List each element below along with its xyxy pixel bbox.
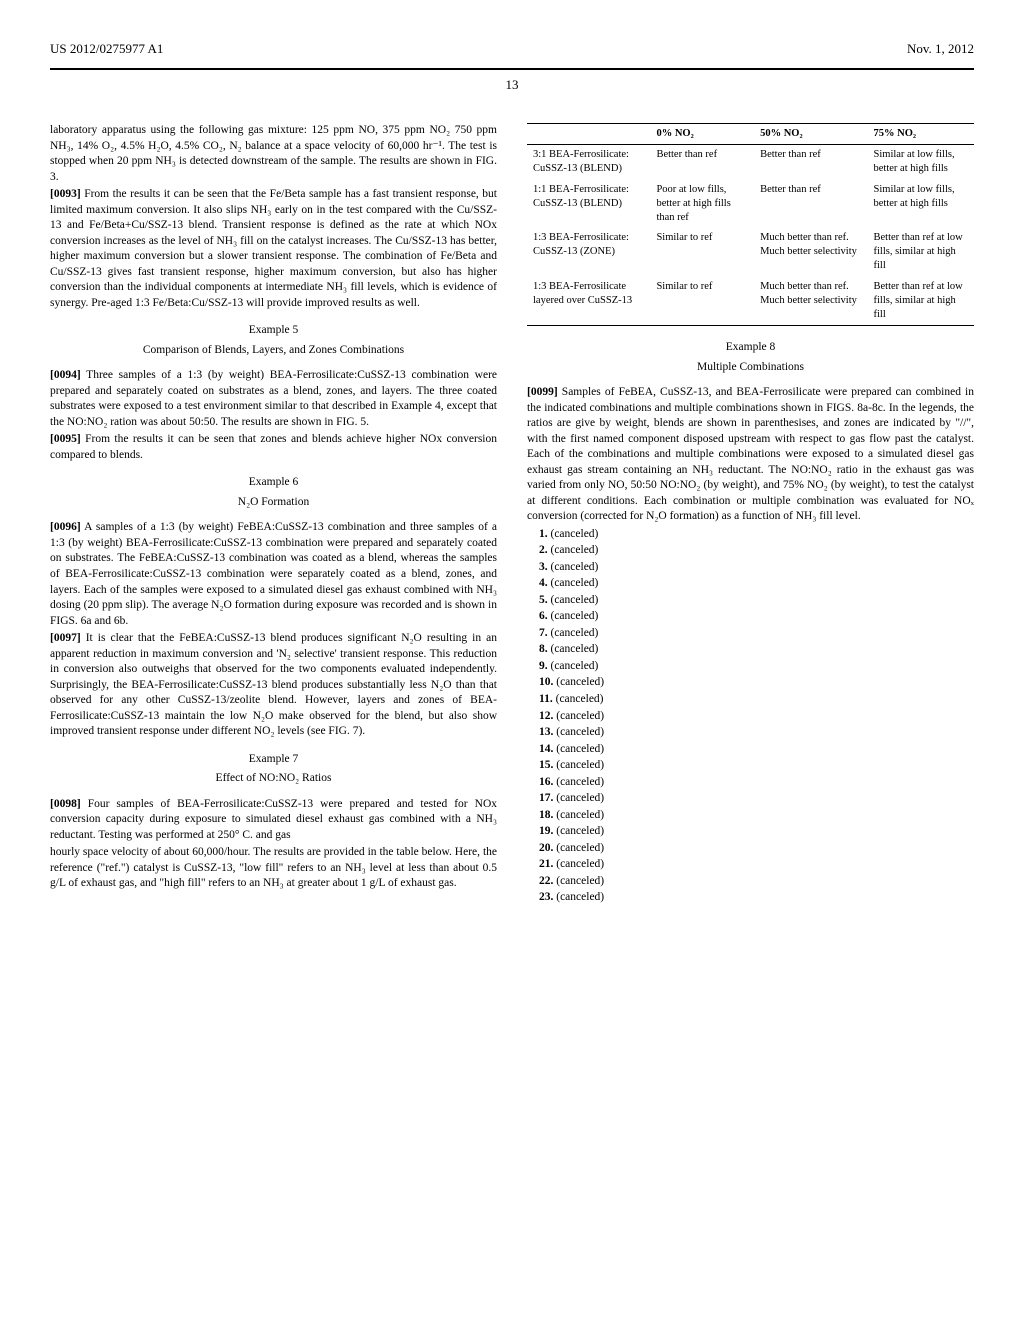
table-cell: Much better than ref. Much better select…: [754, 277, 867, 326]
para-0093: [0093] From the results it can be seen t…: [50, 187, 497, 311]
para-col2-top: hourly space velocity of about 60,000/ho…: [50, 845, 497, 892]
table-cell: Similar to ref: [650, 228, 754, 277]
claim-item: 3. (canceled): [527, 560, 974, 576]
claim-item: 19. (canceled): [527, 824, 974, 840]
header-left: US 2012/0275977 A1: [50, 40, 163, 58]
claim-item: 20. (canceled): [527, 841, 974, 857]
para-0099: [0099] Samples of FeBEA, CuSSZ-13, and B…: [527, 385, 974, 525]
para-num: [0099]: [527, 386, 558, 398]
para-text: From the results it can be seen that the…: [50, 188, 497, 309]
para-num: [0096]: [50, 521, 81, 533]
para-0095: [0095] From the results it can be seen t…: [50, 432, 497, 463]
claim-item: 9. (canceled): [527, 659, 974, 675]
claim-item: 22. (canceled): [527, 874, 974, 890]
page-number: 13: [50, 76, 974, 94]
para-num: [0098]: [50, 798, 81, 810]
claim-item: 2. (canceled): [527, 543, 974, 559]
claim-item: 10. (canceled): [527, 675, 974, 691]
table-header: 0% NO₂: [650, 124, 754, 145]
table-cell: Better than ref at low fills, similar at…: [868, 277, 974, 326]
claim-item: 15. (canceled): [527, 758, 974, 774]
header-rule: [50, 68, 974, 70]
table-row: 1:1 BEA-Ferrosilicate: CuSSZ-13 (BLEND)P…: [527, 180, 974, 229]
claim-item: 6. (canceled): [527, 609, 974, 625]
example-7-sub: Effect of NO:NO₂ Ratios: [50, 771, 497, 787]
claim-item: 7. (canceled): [527, 626, 974, 642]
example-8-head: Example 8: [527, 340, 974, 356]
claim-item: 23. (canceled): [527, 890, 974, 906]
table-cell: Similar at low fills, better at high fil…: [868, 180, 974, 229]
para-num: [0097]: [50, 632, 81, 644]
table-cell: Similar at low fills, better at high fil…: [868, 145, 974, 180]
para-text: Three samples of a 1:3 (by weight) BEA-F…: [50, 369, 497, 428]
table-cell: 1:1 BEA-Ferrosilicate: CuSSZ-13 (BLEND): [527, 180, 650, 229]
example-7-head: Example 7: [50, 752, 497, 768]
para-text: A samples of a 1:3 (by weight) FeBEA:CuS…: [50, 521, 497, 626]
claim-item: 8. (canceled): [527, 642, 974, 658]
table-cell: 1:3 BEA-Ferrosilicate layered over CuSSZ…: [527, 277, 650, 326]
table-cell: 3:1 BEA-Ferrosilicate: CuSSZ-13 (BLEND): [527, 145, 650, 180]
claim-item: 12. (canceled): [527, 709, 974, 725]
claim-item: 1. (canceled): [527, 527, 974, 543]
table-header: [527, 124, 650, 145]
table-cell: Better than ref: [650, 145, 754, 180]
claim-item: 13. (canceled): [527, 725, 974, 741]
example-6-sub: N₂O Formation: [50, 495, 497, 511]
results-table: 0% NO₂ 50% NO₂ 75% NO₂ 3:1 BEA-Ferrosili…: [527, 123, 974, 326]
claims-list: 1. (canceled)2. (canceled)3. (canceled)4…: [527, 527, 974, 906]
claim-item: 21. (canceled): [527, 857, 974, 873]
para-0096: [0096] A samples of a 1:3 (by weight) Fe…: [50, 520, 497, 629]
header-right: Nov. 1, 2012: [907, 40, 974, 58]
para-text: It is clear that the FeBEA:CuSSZ-13 blen…: [50, 632, 497, 737]
table-cell: Better than ref: [754, 180, 867, 229]
claim-item: 5. (canceled): [527, 593, 974, 609]
table-row: 3:1 BEA-Ferrosilicate: CuSSZ-13 (BLEND)B…: [527, 145, 974, 180]
table-row: 1:3 BEA-Ferrosilicate layered over CuSSZ…: [527, 277, 974, 326]
example-5-head: Example 5: [50, 323, 497, 339]
table-cell: Better than ref at low fills, similar at…: [868, 228, 974, 277]
para-0097: [0097] It is clear that the FeBEA:CuSSZ-…: [50, 631, 497, 740]
table-cell: 1:3 BEA-Ferrosilicate: CuSSZ-13 (ZONE): [527, 228, 650, 277]
para-num: [0094]: [50, 369, 81, 381]
para-text: Samples of FeBEA, CuSSZ-13, and BEA-Ferr…: [527, 386, 974, 522]
claim-item: 16. (canceled): [527, 775, 974, 791]
page-header: US 2012/0275977 A1 Nov. 1, 2012: [50, 40, 974, 58]
table-cell: Better than ref: [754, 145, 867, 180]
table-header-row: 0% NO₂ 50% NO₂ 75% NO₂: [527, 124, 974, 145]
claim-item: 17. (canceled): [527, 791, 974, 807]
para-intro: laboratory apparatus using the following…: [50, 123, 497, 185]
para-text: From the results it can be seen that zon…: [50, 433, 497, 461]
claim-item: 11. (canceled): [527, 692, 974, 708]
table-header: 75% NO₂: [868, 124, 974, 145]
table-row: 1:3 BEA-Ferrosilicate: CuSSZ-13 (ZONE)Si…: [527, 228, 974, 277]
para-0098: [0098] Four samples of BEA-Ferrosilicate…: [50, 797, 497, 844]
example-8-sub: Multiple Combinations: [527, 360, 974, 376]
table-cell: Poor at low fills, better at high fills …: [650, 180, 754, 229]
para-text: Four samples of BEA-Ferrosilicate:CuSSZ-…: [50, 798, 497, 841]
para-num: [0093]: [50, 188, 81, 200]
body-columns: laboratory apparatus using the following…: [50, 123, 974, 906]
claim-item: 4. (canceled): [527, 576, 974, 592]
example-6-head: Example 6: [50, 475, 497, 491]
claim-item: 14. (canceled): [527, 742, 974, 758]
table-cell: Much better than ref. Much better select…: [754, 228, 867, 277]
table-header: 50% NO₂: [754, 124, 867, 145]
para-num: [0095]: [50, 433, 81, 445]
para-0094: [0094] Three samples of a 1:3 (by weight…: [50, 368, 497, 430]
example-5-sub: Comparison of Blends, Layers, and Zones …: [50, 343, 497, 359]
claim-item: 18. (canceled): [527, 808, 974, 824]
table-cell: Similar to ref: [650, 277, 754, 326]
